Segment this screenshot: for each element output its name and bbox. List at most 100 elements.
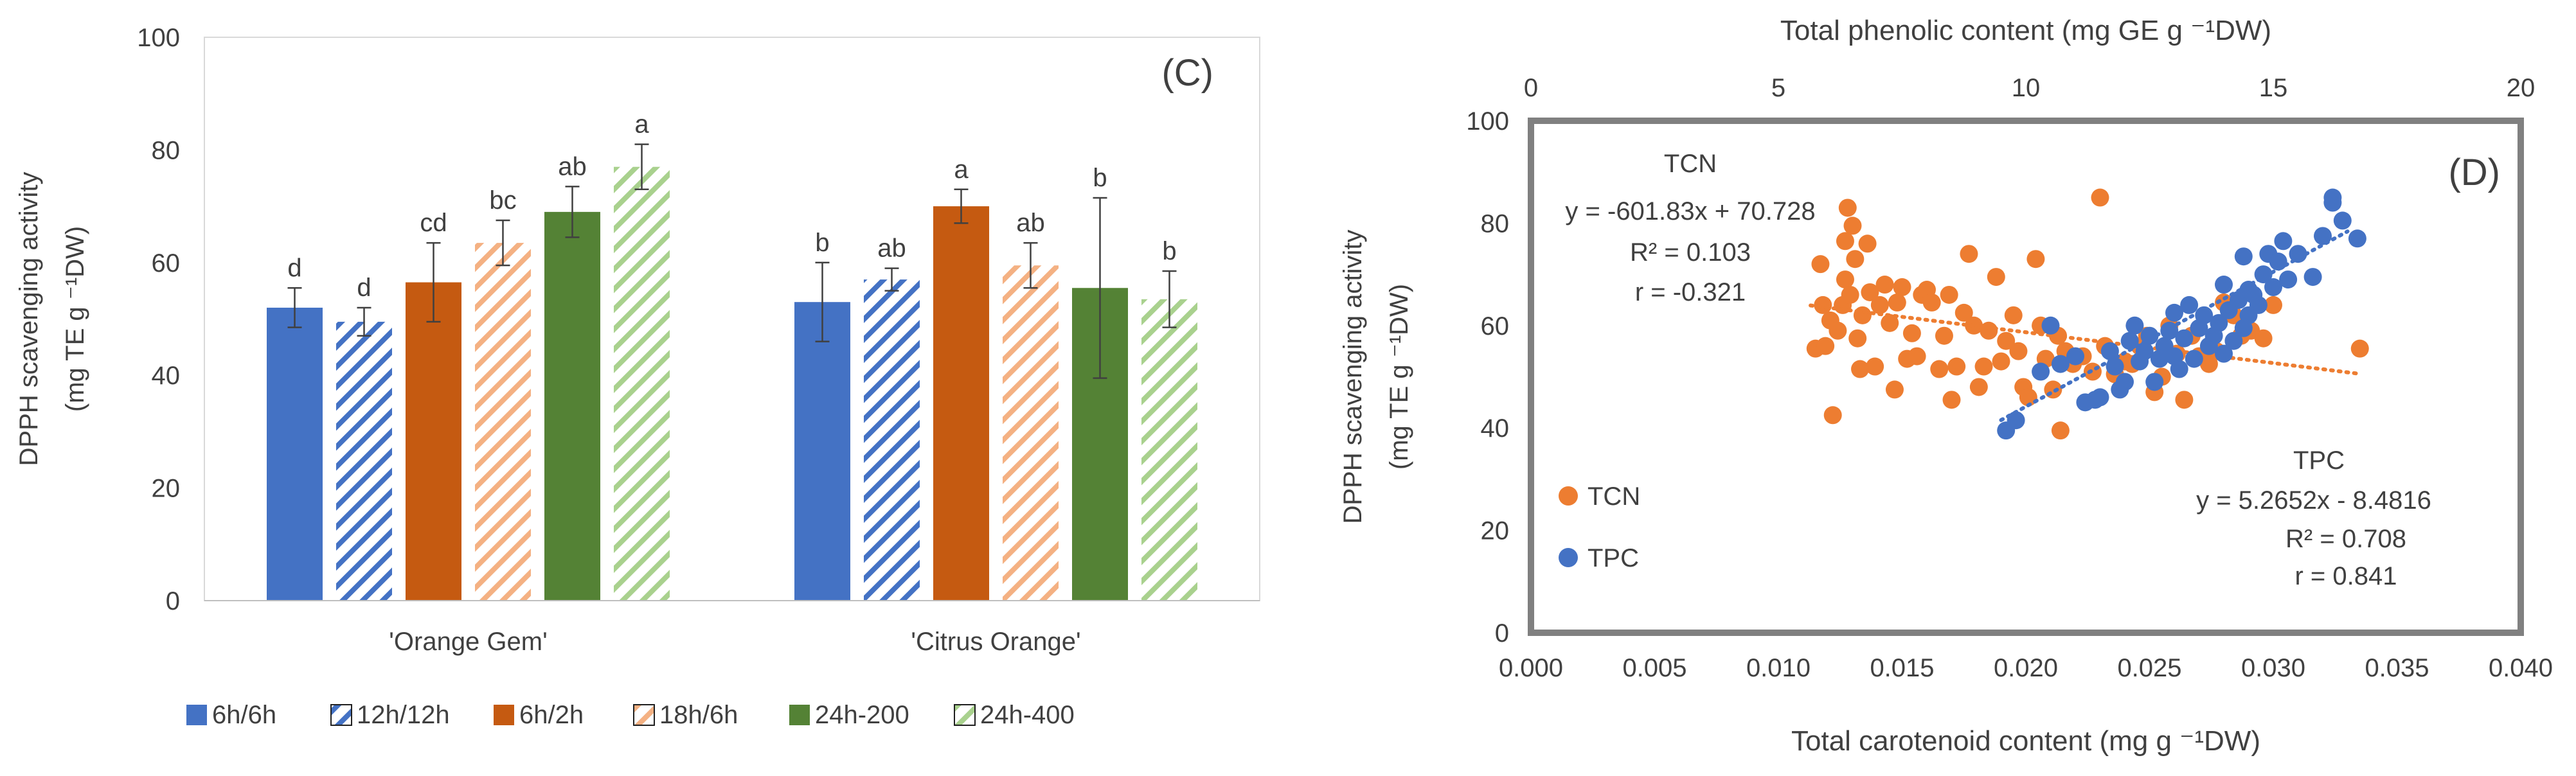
significance-letter: ab: [877, 234, 906, 263]
data-point-TCN: [2009, 342, 2028, 360]
legend-swatch-6h/6h: [186, 705, 207, 725]
data-point-TPC: [2289, 245, 2307, 263]
data-point-TCN: [1922, 293, 1941, 312]
data-point-TCN: [1861, 283, 1879, 301]
bar-24h-400: [1141, 299, 1197, 601]
x2-tick-label: 5: [1771, 74, 1785, 102]
significance-letter: bc: [489, 186, 516, 215]
trendline-label-tcn: TCN: [1664, 150, 1717, 178]
data-point-TCN: [1841, 285, 1859, 304]
legend-marker-TCN: [1559, 486, 1578, 506]
significance-letter: b: [1093, 164, 1107, 192]
data-point-TCN: [1997, 331, 2016, 350]
significance-letter: ab: [1016, 209, 1045, 237]
data-point-TCN: [1858, 234, 1877, 253]
data-point-TPC: [2175, 329, 2194, 348]
y-tick-label: 0: [166, 587, 180, 615]
y-tick-label: 60: [1481, 312, 1510, 340]
y-tick-label: 60: [152, 249, 181, 278]
x-tick-label: 0.005: [1622, 654, 1686, 682]
legend-label: TCN: [1588, 482, 1640, 511]
data-point-TPC: [2234, 247, 2253, 266]
data-point-TCN: [1814, 295, 1832, 314]
data-point-TCN: [2026, 250, 2045, 269]
legend-label: 12h/12h: [357, 701, 450, 729]
data-point-TCN: [1908, 347, 1926, 366]
data-point-TPC: [2215, 276, 2233, 294]
panel-label-c: (C): [1161, 52, 1213, 94]
x2-tick-label: 15: [2259, 74, 2288, 102]
significance-letter: b: [1162, 237, 1176, 265]
data-point-TCN: [1866, 357, 1884, 376]
panel-label-d: (D): [2448, 152, 2500, 193]
bar-12h/12h: [336, 321, 392, 601]
y-tick-label: 100: [137, 24, 180, 52]
data-point-TCN: [2264, 295, 2282, 314]
y-tick-label: 40: [152, 362, 181, 390]
trendline-label-tpc: y = 5.2652x - 8.4816: [2196, 486, 2431, 515]
data-point-TPC: [2051, 355, 2070, 373]
data-point-TPC: [2180, 295, 2199, 314]
data-point-TPC: [2185, 349, 2203, 368]
x-axis-label: Total carotenoid content (mg g ⁻¹DW): [1791, 725, 2260, 757]
data-point-TCN: [2350, 339, 2369, 358]
data-point-TCN: [2091, 188, 2109, 207]
y-tick-label: 40: [1481, 414, 1510, 443]
bar-24h-400: [614, 166, 670, 601]
y-tick-label: 20: [1481, 517, 1510, 545]
significance-letter: a: [634, 110, 649, 139]
data-point-TCN: [1853, 306, 1872, 324]
trendline-label-tcn: R² = 0.103: [1630, 238, 1751, 267]
data-point-TCN: [1881, 313, 1899, 332]
data-point-TCN: [1954, 303, 1973, 322]
data-point-TPC: [2323, 188, 2342, 207]
y-tick-label: 80: [1481, 209, 1510, 238]
x2-tick-label: 0: [1524, 74, 1538, 102]
trendline-label-tcn: r = -0.321: [1635, 278, 1746, 306]
data-point-TPC: [2100, 342, 2119, 360]
data-point-TCN: [1870, 295, 1889, 314]
data-point-TPC: [2116, 373, 2134, 391]
x-tick-label: 0.030: [2241, 654, 2305, 682]
data-point-TPC: [2165, 303, 2183, 322]
data-point-TCN: [1893, 278, 1911, 297]
x-tick-label: 0.000: [1499, 654, 1563, 682]
y-axis-label-line2: (mg TE g ⁻¹DW): [1385, 284, 1413, 470]
bar-24h-200: [544, 211, 600, 601]
data-point-TCN: [2051, 421, 2070, 440]
x-tick-label: 0.040: [2489, 654, 2553, 682]
data-point-TPC: [2125, 316, 2144, 335]
x2-axis-label: Total phenolic content (mg GE g ⁻¹DW): [1780, 15, 2271, 46]
y-axis-label-line1: DPPH scavenging activity: [15, 172, 43, 466]
x-tick-label: 0.010: [1746, 654, 1811, 682]
x-category-label: 'Citrus Orange': [911, 628, 1080, 656]
data-point-TPC: [2264, 278, 2282, 297]
legend-swatch-6h/2h: [494, 705, 514, 725]
bar-6h/6h: [267, 307, 323, 601]
data-point-TCN: [1935, 326, 1953, 345]
data-point-TPC: [2249, 295, 2267, 314]
data-point-TPC: [2135, 342, 2154, 360]
data-point-TPC: [2348, 229, 2366, 248]
data-point-TCN: [1974, 357, 1993, 376]
legend-label: 24h-400: [980, 701, 1075, 729]
significance-letter: b: [815, 229, 829, 257]
data-point-TCN: [1875, 276, 1894, 294]
data-point-TCN: [1836, 232, 1854, 251]
x-tick-label: 0.020: [1994, 654, 2058, 682]
bar-18h/6h: [1003, 265, 1059, 601]
data-point-TCN: [2175, 391, 2194, 409]
x-tick-label: 0.035: [2365, 654, 2429, 682]
data-point-TCN: [1836, 270, 1854, 289]
significance-letter: ab: [558, 152, 587, 181]
data-point-TPC: [2145, 373, 2164, 391]
significance-letter: d: [357, 274, 371, 302]
trendline-label-tcn: y = -601.83x + 70.728: [1565, 197, 1815, 225]
data-point-TPC: [2269, 252, 2287, 271]
x2-tick-label: 10: [2012, 74, 2041, 102]
x2-tick-label: 20: [2507, 74, 2536, 102]
data-point-TCN: [1848, 329, 1867, 348]
data-point-TCN: [1930, 360, 1949, 378]
bar-12h/12h: [864, 279, 920, 601]
data-point-TPC: [2091, 388, 2109, 407]
